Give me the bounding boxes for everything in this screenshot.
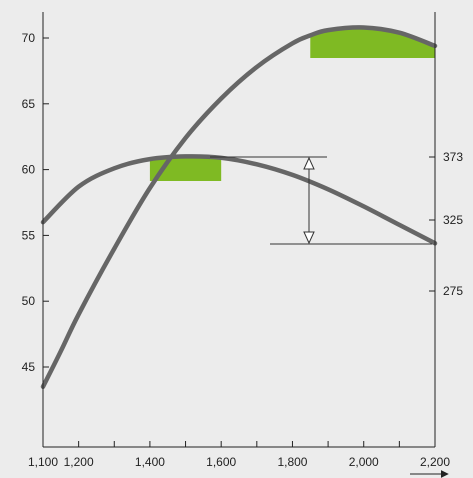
y2-tick-label: 325	[443, 213, 463, 227]
x-tick-label: 1,800	[277, 455, 307, 469]
y-tick-label: 50	[22, 294, 36, 308]
plot-area	[43, 12, 435, 447]
y2-tick-label: 373	[443, 150, 463, 164]
x-tick-label: 1,600	[206, 455, 236, 469]
y-tick-label: 70	[22, 31, 36, 45]
y-tick-label: 55	[22, 228, 36, 242]
x-tick-label: 2,200	[420, 455, 450, 469]
x-tick-label: 1,400	[135, 455, 165, 469]
x-tick-label: 2,000	[349, 455, 379, 469]
range-arrowhead-up	[303, 156, 315, 170]
range-arrowhead-down	[303, 231, 315, 245]
series-line-1	[40, 25, 438, 389]
y2-tick-label: 275	[443, 284, 463, 298]
y-tick-label: 45	[22, 360, 36, 374]
x-tick-label: 1,200	[64, 455, 94, 469]
y-tick-label: 60	[22, 163, 36, 177]
y-tick-label: 65	[22, 97, 36, 111]
x-tick-label: 1,100	[28, 455, 58, 469]
series-line-2	[40, 154, 438, 246]
